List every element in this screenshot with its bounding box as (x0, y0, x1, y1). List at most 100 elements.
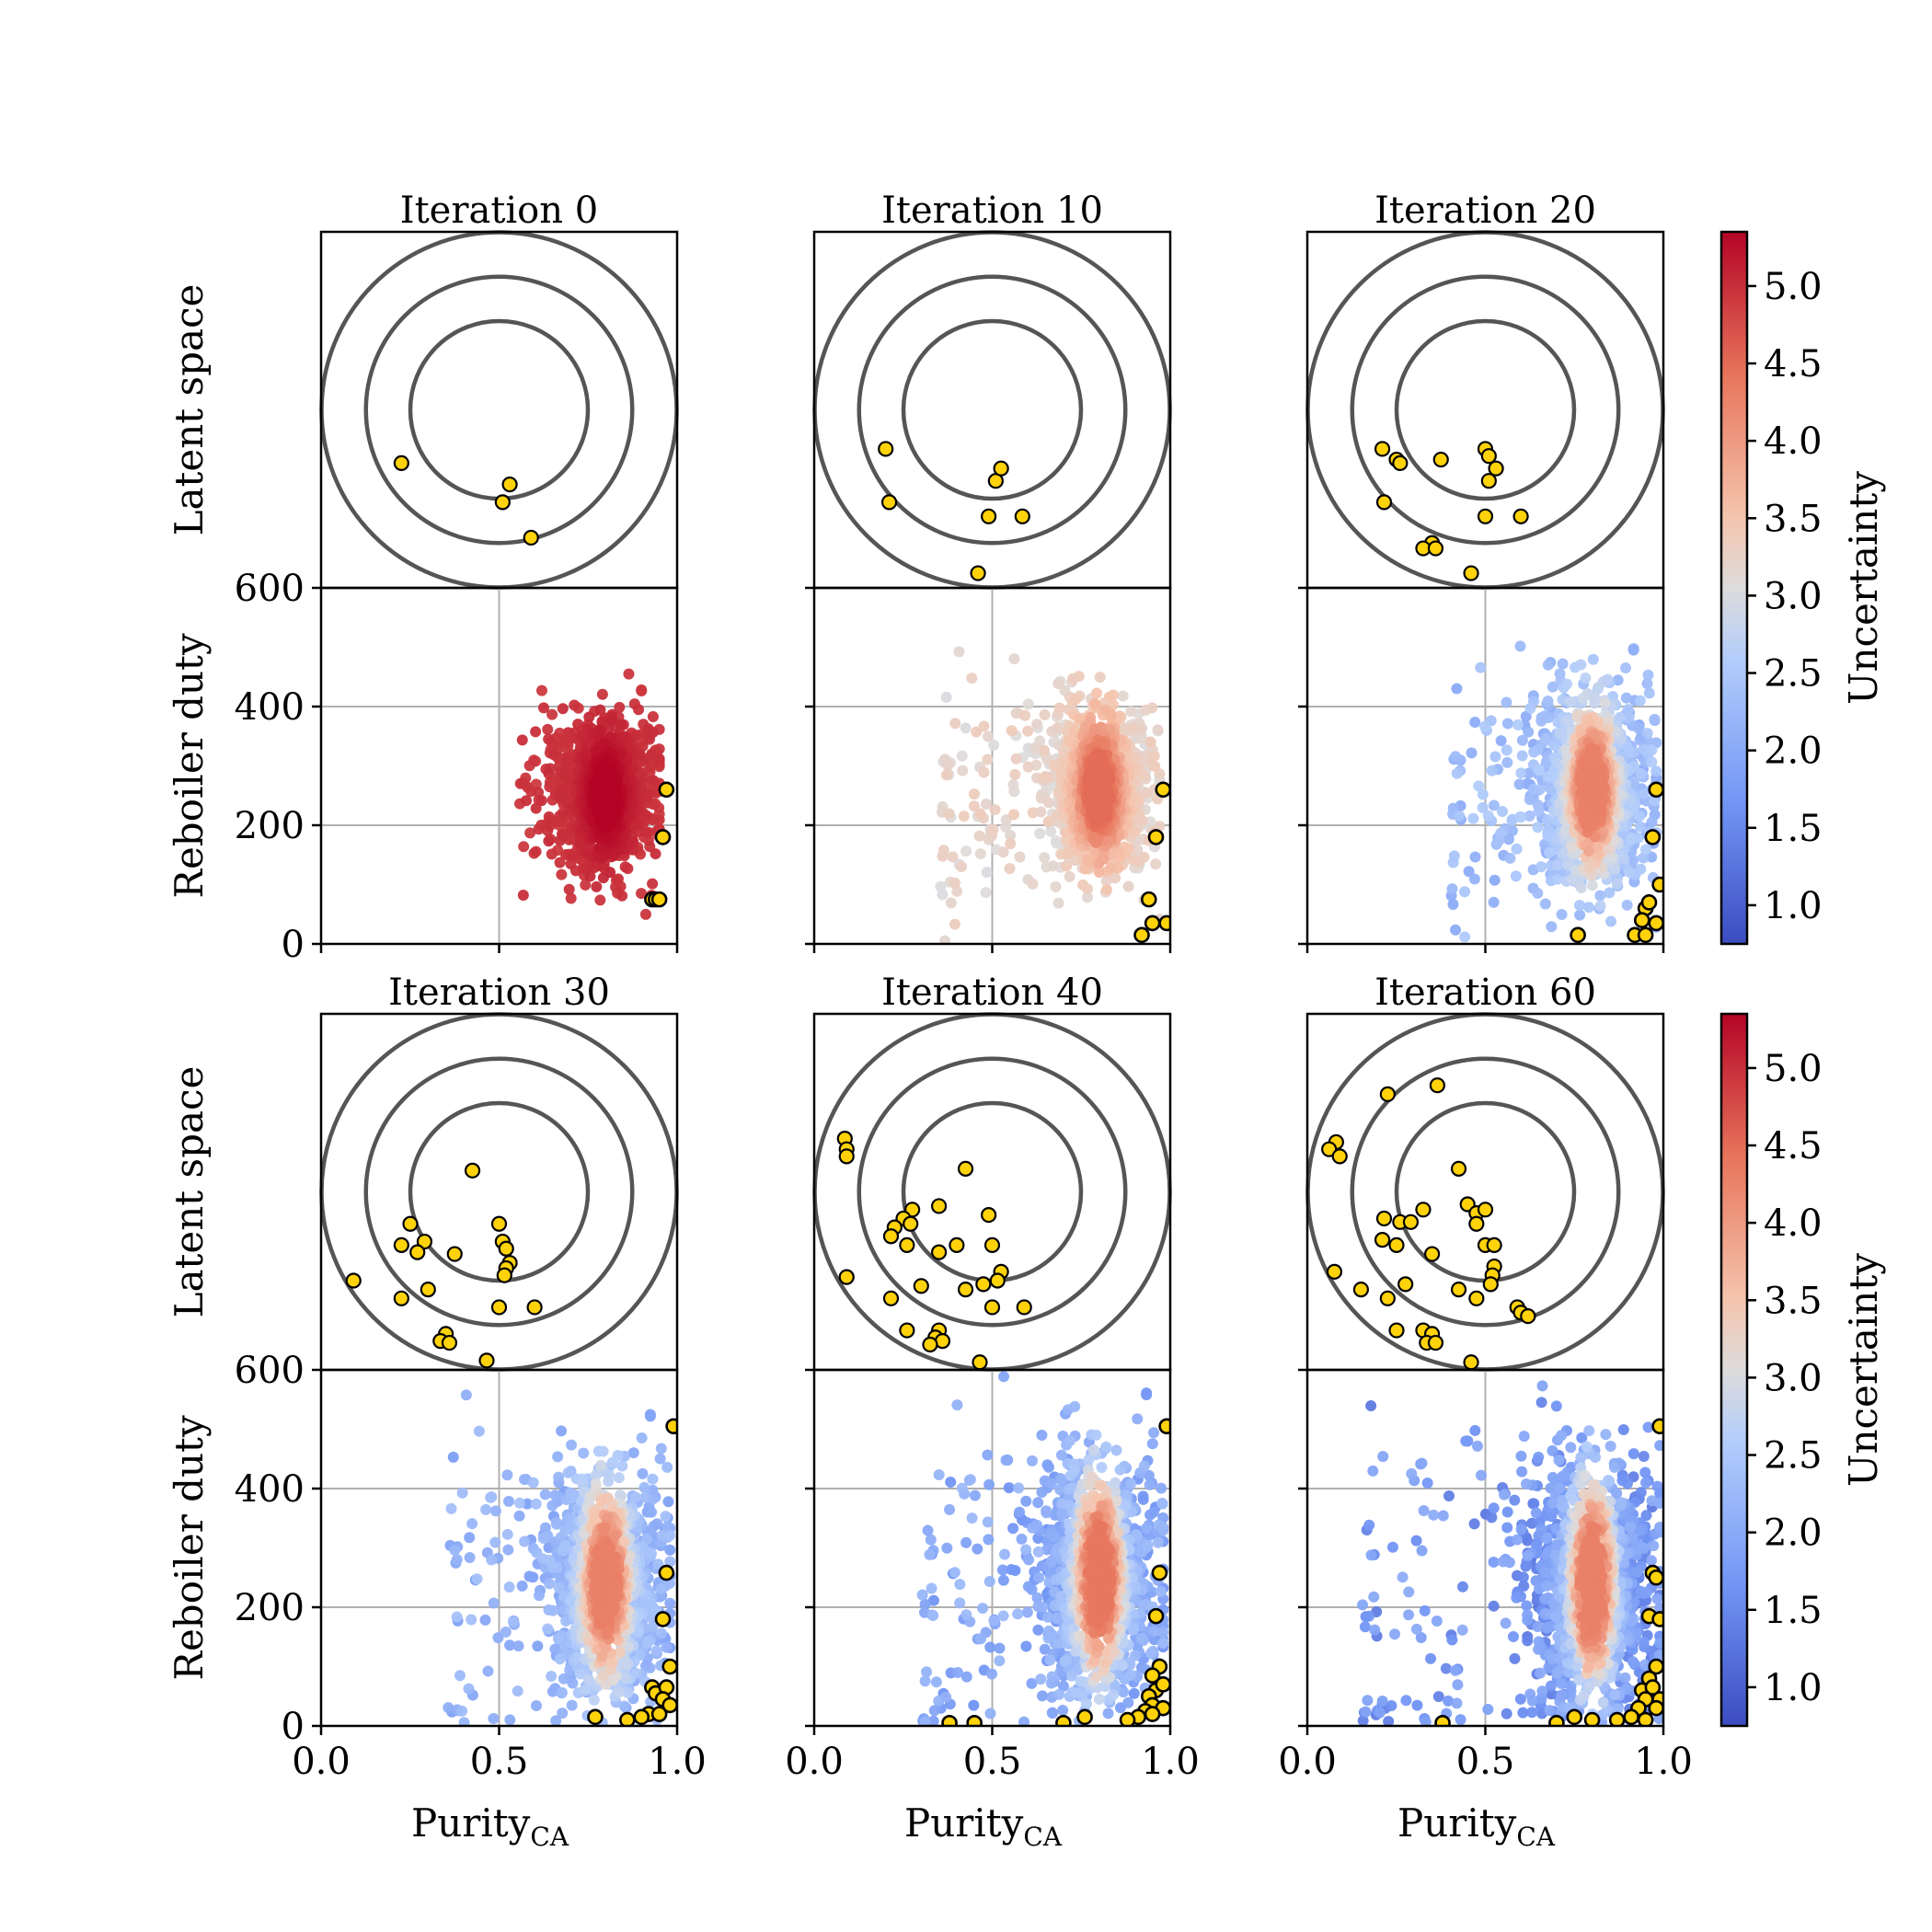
candidate-point (451, 1611, 463, 1623)
candidate-point (1580, 673, 1592, 684)
candidate-point (655, 1582, 667, 1594)
candidate-point (647, 711, 659, 723)
candidate-point (664, 1597, 676, 1609)
candidate-point (454, 1670, 466, 1682)
candidate-point (543, 811, 555, 822)
candidate-point (519, 1474, 531, 1486)
candidate-point (565, 892, 577, 904)
candidate-point (1535, 715, 1547, 727)
candidate-point (557, 1708, 569, 1719)
candidate-point (1542, 771, 1554, 783)
candidate-point (559, 1539, 571, 1551)
selected-points (1570, 781, 1663, 944)
candidate-point (556, 868, 568, 880)
candidate-point (1127, 854, 1139, 866)
candidate-point (1592, 808, 1604, 820)
candidate-point (1117, 690, 1129, 702)
candidate-point (466, 1518, 478, 1530)
candidate-point (1635, 863, 1647, 875)
candidate-point (639, 1491, 651, 1503)
candidate-point (606, 1656, 618, 1668)
candidate-point (443, 1702, 454, 1714)
candidate-point (1501, 718, 1513, 730)
latent-point (416, 1233, 433, 1250)
candidate-point (1451, 767, 1463, 779)
candidate-point (539, 1489, 551, 1501)
latent-point (1374, 441, 1391, 457)
candidate-point (596, 716, 608, 728)
candidate-point (627, 1447, 639, 1459)
candidate-point (517, 889, 529, 901)
candidate-point (1468, 873, 1480, 885)
selected-point (1144, 914, 1161, 932)
candidate-point (1612, 674, 1624, 686)
candidate-point (604, 867, 616, 879)
candidate-point (1513, 778, 1525, 790)
candidate-point (960, 722, 972, 734)
candidate-point (1039, 708, 1051, 720)
candidate-point (566, 1439, 578, 1451)
candidate-point (596, 688, 608, 700)
candidate-point (949, 918, 960, 930)
candidate-point (973, 830, 985, 842)
candidate-point (513, 1497, 525, 1509)
candidate-point (629, 1491, 641, 1503)
candidate-point (1043, 797, 1055, 809)
candidate-point (1614, 711, 1626, 723)
candidate-point (644, 1662, 656, 1673)
candidate-point (610, 874, 622, 886)
candidate-point (544, 820, 556, 832)
candidate-point (1475, 661, 1487, 673)
latent-ring (1305, 230, 1665, 590)
candidate-point (581, 737, 592, 749)
candidate-point (1050, 880, 1062, 892)
candidate-point (589, 1512, 601, 1524)
candidate-point (507, 1616, 519, 1627)
candidate-point (1073, 671, 1085, 683)
latent-point (981, 508, 997, 524)
y-tick-label: 0 (282, 924, 305, 966)
candidate-point (653, 753, 665, 765)
candidate-point (1473, 780, 1485, 792)
candidate-point (594, 790, 606, 802)
candidate-point (615, 719, 627, 730)
latent-ring (319, 230, 679, 590)
latent-point (498, 1240, 514, 1257)
candidate-point (662, 1496, 674, 1508)
latent-point (1432, 451, 1449, 468)
candidate-point (641, 1637, 653, 1649)
candidate-point (1149, 760, 1161, 772)
candidate-point (1064, 870, 1075, 882)
y-tick-label: 400 (235, 686, 305, 729)
candidate-point (1646, 816, 1658, 828)
candidate-point (1641, 728, 1653, 740)
latent-ring (408, 1100, 591, 1283)
selected-point (1158, 914, 1170, 932)
candidate-point (1633, 723, 1645, 735)
candidate-point (471, 1573, 483, 1585)
candidate-point (555, 784, 567, 796)
candidate-point (664, 1556, 676, 1568)
candidate-point (656, 1627, 668, 1639)
candidate-point (987, 823, 999, 835)
candidate-point (1589, 792, 1601, 804)
candidate-point (537, 1533, 549, 1545)
candidate-point (1561, 678, 1573, 690)
latent-panel (319, 1012, 679, 1372)
candidate-point (532, 1640, 544, 1652)
candidate-point (1495, 827, 1507, 839)
latent-ring (363, 274, 635, 546)
candidate-point (562, 736, 574, 748)
candidate-point (583, 711, 595, 723)
candidate-cloud (514, 668, 665, 920)
candidate-point (546, 1685, 558, 1697)
latent-panel (812, 230, 1172, 590)
candidate-point (595, 1459, 607, 1471)
candidate-point (1095, 774, 1107, 786)
candidate-point (974, 808, 986, 820)
candidate-point (664, 1529, 676, 1541)
candidate-point (552, 1633, 564, 1645)
candidate-point (562, 1466, 574, 1478)
candidate-point (504, 1639, 516, 1651)
